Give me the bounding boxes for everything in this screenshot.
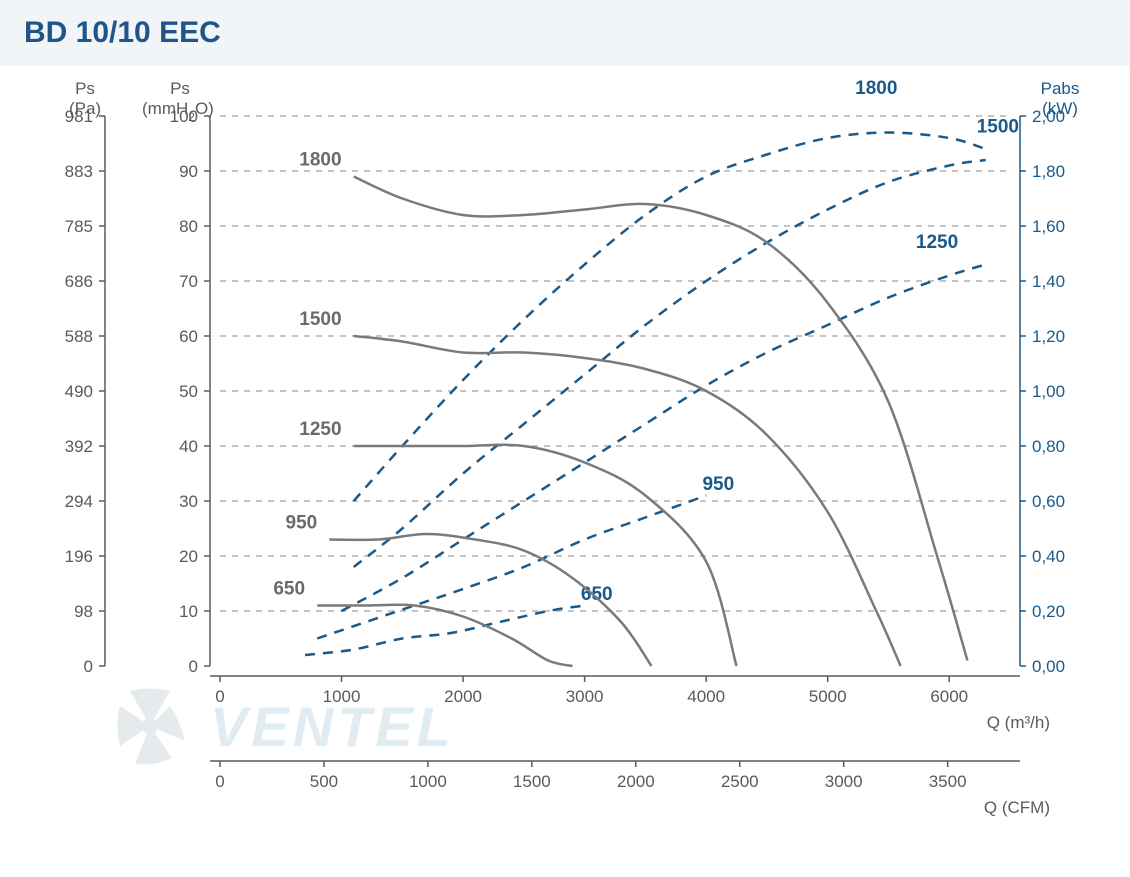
svg-text:70: 70 [179,272,198,291]
svg-text:20: 20 [179,547,198,566]
svg-text:0,40: 0,40 [1032,547,1065,566]
svg-text:Q (m³/h): Q (m³/h) [987,713,1050,732]
svg-text:1,80: 1,80 [1032,162,1065,181]
svg-text:90: 90 [179,162,198,181]
svg-text:196: 196 [65,547,93,566]
svg-text:1250: 1250 [299,419,341,440]
svg-text:Ps: Ps [75,79,95,98]
svg-text:0,60: 0,60 [1032,492,1065,511]
svg-text:4000: 4000 [687,687,725,706]
svg-text:2500: 2500 [721,772,759,791]
svg-text:950: 950 [286,513,318,534]
svg-text:6000: 6000 [930,687,968,706]
svg-text:Ps: Ps [170,79,190,98]
svg-text:Q (CFM): Q (CFM) [984,798,1050,817]
svg-text:1,40: 1,40 [1032,272,1065,291]
svg-text:2000: 2000 [617,772,655,791]
svg-text:80: 80 [179,217,198,236]
svg-text:1,60: 1,60 [1032,217,1065,236]
svg-text:0: 0 [189,657,198,676]
svg-text:1500: 1500 [513,772,551,791]
svg-text:30: 30 [179,492,198,511]
svg-text:686: 686 [65,272,93,291]
fan-performance-chart: Ps(Pa)098196294392490588686785883981Ps(m… [20,76,1110,856]
svg-text:392: 392 [65,437,93,456]
svg-text:2000: 2000 [444,687,482,706]
svg-text:500: 500 [310,772,338,791]
svg-text:1250: 1250 [916,232,958,253]
svg-text:490: 490 [65,382,93,401]
svg-text:1000: 1000 [409,772,447,791]
svg-text:0,20: 0,20 [1032,602,1065,621]
svg-text:950: 950 [702,474,734,495]
chart-container: Ps(Pa)098196294392490588686785883981Ps(m… [20,76,1110,856]
svg-text:3500: 3500 [929,772,967,791]
svg-text:1800: 1800 [299,150,341,171]
svg-text:100: 100 [170,107,198,126]
svg-text:60: 60 [179,327,198,346]
svg-text:50: 50 [179,382,198,401]
svg-text:0,80: 0,80 [1032,437,1065,456]
svg-text:40: 40 [179,437,198,456]
svg-text:0: 0 [84,657,93,676]
svg-text:1500: 1500 [299,309,341,330]
svg-text:1000: 1000 [323,687,361,706]
svg-text:Pabs: Pabs [1041,79,1080,98]
svg-text:5000: 5000 [809,687,847,706]
svg-text:0: 0 [215,772,224,791]
svg-text:3000: 3000 [566,687,604,706]
svg-text:0,00: 0,00 [1032,657,1065,676]
svg-text:650: 650 [273,579,305,600]
svg-text:3000: 3000 [825,772,863,791]
svg-text:785: 785 [65,217,93,236]
svg-text:98: 98 [74,602,93,621]
svg-text:588: 588 [65,327,93,346]
svg-text:1500: 1500 [977,117,1019,138]
svg-text:1800: 1800 [855,78,897,99]
svg-text:10: 10 [179,602,198,621]
svg-text:2,00: 2,00 [1032,107,1065,126]
svg-text:1,00: 1,00 [1032,382,1065,401]
svg-text:981: 981 [65,107,93,126]
chart-title: BD 10/10 EEC [24,16,1106,50]
svg-text:0: 0 [215,687,224,706]
svg-text:294: 294 [65,492,93,511]
title-bar: BD 10/10 EEC [0,0,1130,66]
svg-text:883: 883 [65,162,93,181]
svg-text:1,20: 1,20 [1032,327,1065,346]
